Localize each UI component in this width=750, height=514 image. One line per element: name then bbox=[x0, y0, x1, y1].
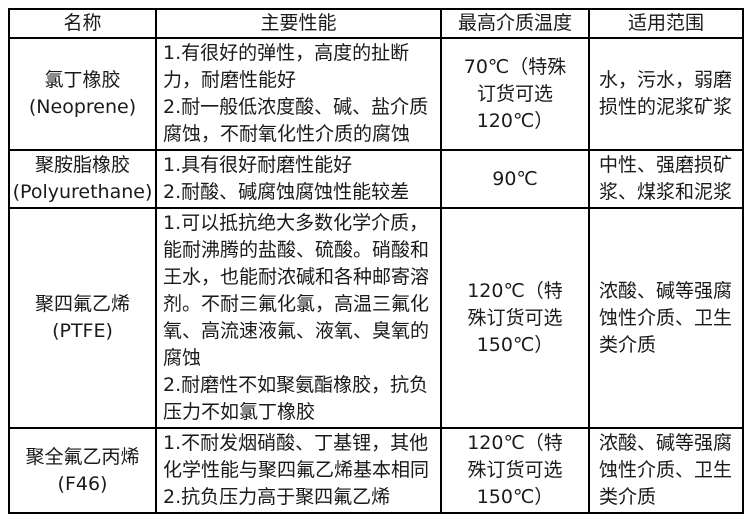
cell-material-name: 聚四氟乙烯 (PTFE) bbox=[8, 207, 157, 429]
property-item: 2.耐磨性不如聚氨酯橡胶，抗负压力不如氯丁橡胶 bbox=[163, 374, 429, 423]
table-row: 聚四氟乙烯 (PTFE) 1.可以抵抗绝大多数化学介质，能耐沸腾的盐酸、硫酸。硝… bbox=[8, 207, 744, 429]
material-name-cn: 聚胺脂橡胶 bbox=[34, 154, 130, 176]
cell-material-name: 聚全氟乙丙烯 (F46) bbox=[8, 427, 157, 514]
material-name-en: (Neoprene) bbox=[28, 96, 137, 118]
cell-max-temperature: 120℃（特殊订货可选150℃） bbox=[440, 427, 590, 514]
material-spec-table-container: 名称 主要性能 最高介质温度 适用范围 氯丁橡胶 (Neoprene) 1.有很… bbox=[8, 8, 744, 514]
property-item: 2.耐酸、碱腐蚀腐蚀性能较差 bbox=[163, 181, 410, 203]
property-item: 1.具有很好耐磨性能好 bbox=[163, 154, 353, 176]
cell-main-properties: 1.可以抵抗绝大多数化学介质，能耐沸腾的盐酸、硫酸。硝酸和王水，也能耐浓碱和各种… bbox=[155, 207, 442, 429]
cell-main-properties: 1.有很好的弹性，高度的扯断力，耐磨性能好 2.耐一般低浓度酸、碱、盐介质腐蚀，… bbox=[155, 37, 442, 151]
property-item: 1.可以抵抗绝大多数化学介质，能耐沸腾的盐酸、硫酸。硝酸和王水，也能耐浓碱和各种… bbox=[163, 212, 430, 369]
property-item: 2.抗负压力高于聚四氟乙烯 bbox=[163, 486, 391, 508]
property-item: 1.不耐发烟硝酸、丁基锂，其他化学性能与聚四氟乙烯基本相同 bbox=[163, 432, 430, 481]
material-name-cn: 氯丁橡胶 bbox=[44, 69, 121, 91]
cell-material-name: 氯丁橡胶 (Neoprene) bbox=[8, 37, 157, 151]
cell-applicable-range: 水，污水，弱磨损性的泥浆矿浆 bbox=[588, 37, 744, 151]
header-cell-properties: 主要性能 bbox=[155, 8, 442, 39]
header-cell-name: 名称 bbox=[8, 8, 157, 39]
header-cell-range: 适用范围 bbox=[588, 8, 744, 39]
property-item: 1.有很好的弹性，高度的扯断力，耐磨性能好 bbox=[163, 42, 410, 91]
cell-max-temperature: 120℃（特殊订货可选150℃） bbox=[440, 207, 590, 429]
material-name-cn: 聚全氟乙丙烯 bbox=[25, 445, 140, 468]
cell-max-temperature: 70℃（特殊订货可选120℃） bbox=[440, 37, 590, 151]
cell-max-temperature: 90℃ bbox=[440, 149, 590, 209]
property-item: 2.耐一般低浓度酸、碱、盐介质腐蚀，不耐氧化性介质的腐蚀 bbox=[163, 96, 429, 145]
cell-applicable-range: 中性、强磨损矿浆、煤浆和泥浆 bbox=[588, 149, 744, 209]
material-name-en: (F46) bbox=[57, 472, 108, 495]
header-cell-temperature: 最高介质温度 bbox=[440, 8, 590, 39]
material-spec-table: 名称 主要性能 最高介质温度 适用范围 氯丁橡胶 (Neoprene) 1.有很… bbox=[8, 8, 744, 514]
table-row: 聚胺脂橡胶 (Polyurethane) 1.具有很好耐磨性能好 2.耐酸、碱腐… bbox=[8, 149, 744, 209]
cell-material-name: 聚胺脂橡胶 (Polyurethane) bbox=[8, 149, 157, 209]
table-header-row: 名称 主要性能 最高介质温度 适用范围 bbox=[8, 8, 744, 39]
cell-main-properties: 1.具有很好耐磨性能好 2.耐酸、碱腐蚀腐蚀性能较差 bbox=[155, 149, 442, 209]
material-name-en: (PTFE) bbox=[52, 320, 113, 342]
cell-applicable-range: 浓酸、碱等强腐蚀性介质、卫生类介质 bbox=[588, 207, 744, 429]
cell-main-properties: 1.不耐发烟硝酸、丁基锂，其他化学性能与聚四氟乙烯基本相同 2.抗负压力高于聚四… bbox=[155, 427, 442, 514]
table-row: 氯丁橡胶 (Neoprene) 1.有很好的弹性，高度的扯断力，耐磨性能好 2.… bbox=[8, 37, 744, 151]
material-name-cn: 聚四氟乙烯 bbox=[34, 293, 130, 315]
material-name-en: (Polyurethane) bbox=[12, 181, 153, 203]
table-row: 聚全氟乙丙烯 (F46) 1.不耐发烟硝酸、丁基锂，其他化学性能与聚四氟乙烯基本… bbox=[8, 427, 744, 514]
cell-applicable-range: 浓酸、碱等强腐蚀性介质、卫生类介质 bbox=[588, 427, 744, 514]
